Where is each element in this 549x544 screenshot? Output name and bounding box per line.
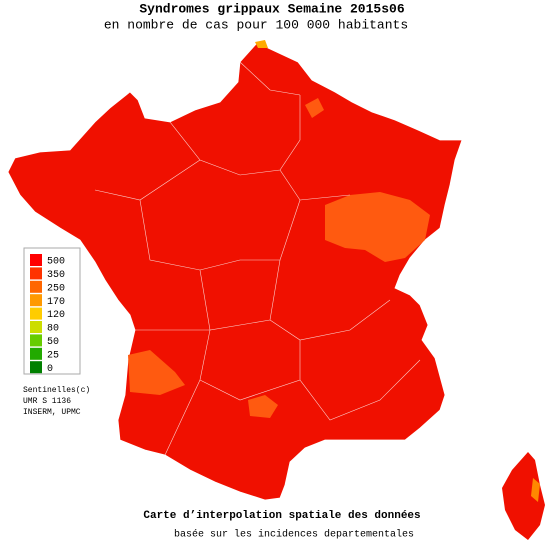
legend-label: 80 xyxy=(47,324,59,335)
legend-swatch xyxy=(30,321,42,333)
legend-swatch xyxy=(30,307,42,320)
high-incidence-landes xyxy=(128,350,185,395)
department-borders xyxy=(94,61,421,456)
legend-label: 350 xyxy=(47,270,65,281)
legend-label: 120 xyxy=(47,310,65,321)
legend-swatch xyxy=(30,267,42,280)
legend-swatch xyxy=(30,334,42,347)
mainland xyxy=(7,41,463,501)
title: Syndromes grippaux Semaine 2015s06 xyxy=(139,1,404,16)
corsica xyxy=(502,452,545,540)
legend-swatch xyxy=(30,361,42,374)
legend-swatch xyxy=(30,280,42,293)
legend-label: 25 xyxy=(47,350,59,361)
credits: Sentinelles(c) UMR S 1136 INSERM, UPMC xyxy=(23,386,90,417)
france xyxy=(7,40,545,540)
legend-label: 0 xyxy=(47,364,53,375)
credit-line: UMR S 1136 xyxy=(23,397,71,406)
legend-swatch xyxy=(30,294,42,307)
legend-label: 500 xyxy=(47,257,65,268)
legend-swatch xyxy=(30,347,42,360)
high-incidence-corsica xyxy=(531,478,540,502)
high-incidence-south xyxy=(248,395,278,418)
legend-swatch xyxy=(30,254,42,266)
legend-label: 250 xyxy=(47,283,65,294)
high-incidence-top xyxy=(255,40,268,48)
subtitle: en nombre de cas pour 100 000 habitants xyxy=(104,17,408,32)
legend-label: 170 xyxy=(47,297,65,308)
credit-line: INSERM, UPMC xyxy=(23,408,81,417)
legend-label: 50 xyxy=(47,337,59,348)
high-incidence-east xyxy=(325,192,430,262)
footer-title: Carte d’interpolation spatiale des donné… xyxy=(143,510,420,522)
high-incidence-north xyxy=(305,98,324,118)
footer-subtitle: basée sur les incidences departementales xyxy=(174,529,414,541)
credit-line: Sentinelles(c) xyxy=(23,386,90,395)
